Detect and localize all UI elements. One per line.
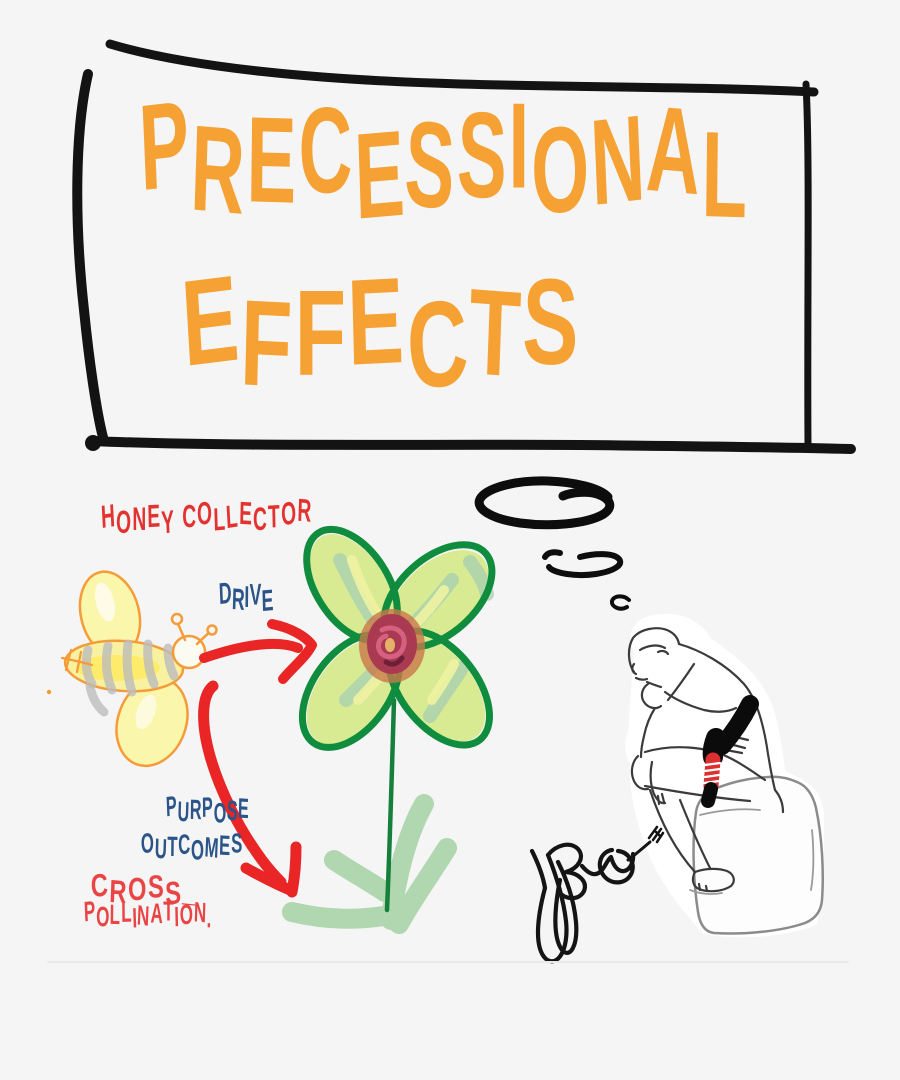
outcomes-label: OUTCOMES (140, 826, 243, 866)
flower-stem (384, 697, 397, 913)
title-line-2: EFFECTS (177, 249, 582, 416)
rock-facets (689, 808, 815, 895)
bee-tail (46, 648, 94, 695)
drive-arrow (199, 619, 317, 684)
title-frame-sketch (72, 39, 856, 454)
thought-bubble-small (609, 594, 631, 611)
honey-collector-label: HONEY COLLECTOR (100, 491, 313, 541)
rock-pedestal (692, 775, 824, 935)
purpose-label: PURPOSE (165, 790, 250, 829)
title-line-1: PRECESSIONAL (136, 74, 750, 245)
figure-outline (627, 627, 785, 893)
drive-label: DRIVE (218, 576, 274, 619)
bee-antennae (170, 612, 218, 646)
thought-bubbles (474, 476, 631, 611)
flower-sketch (282, 525, 496, 934)
thought-bubble-large (474, 476, 615, 530)
thought-bubble-medium (542, 549, 624, 579)
signature-mark (647, 825, 665, 844)
grass-blades (282, 794, 457, 934)
signature-pointer-line (626, 840, 652, 862)
cross-pollination-arrow (198, 680, 302, 898)
bee-stripes (81, 639, 179, 697)
pollination-label: POLLINATION. (83, 895, 213, 934)
thinker-tie (701, 695, 759, 808)
signature-scribble (529, 825, 665, 964)
thinker-figure-sketch (625, 613, 824, 938)
bee-sketch (46, 570, 218, 768)
red-arrows (198, 619, 317, 898)
